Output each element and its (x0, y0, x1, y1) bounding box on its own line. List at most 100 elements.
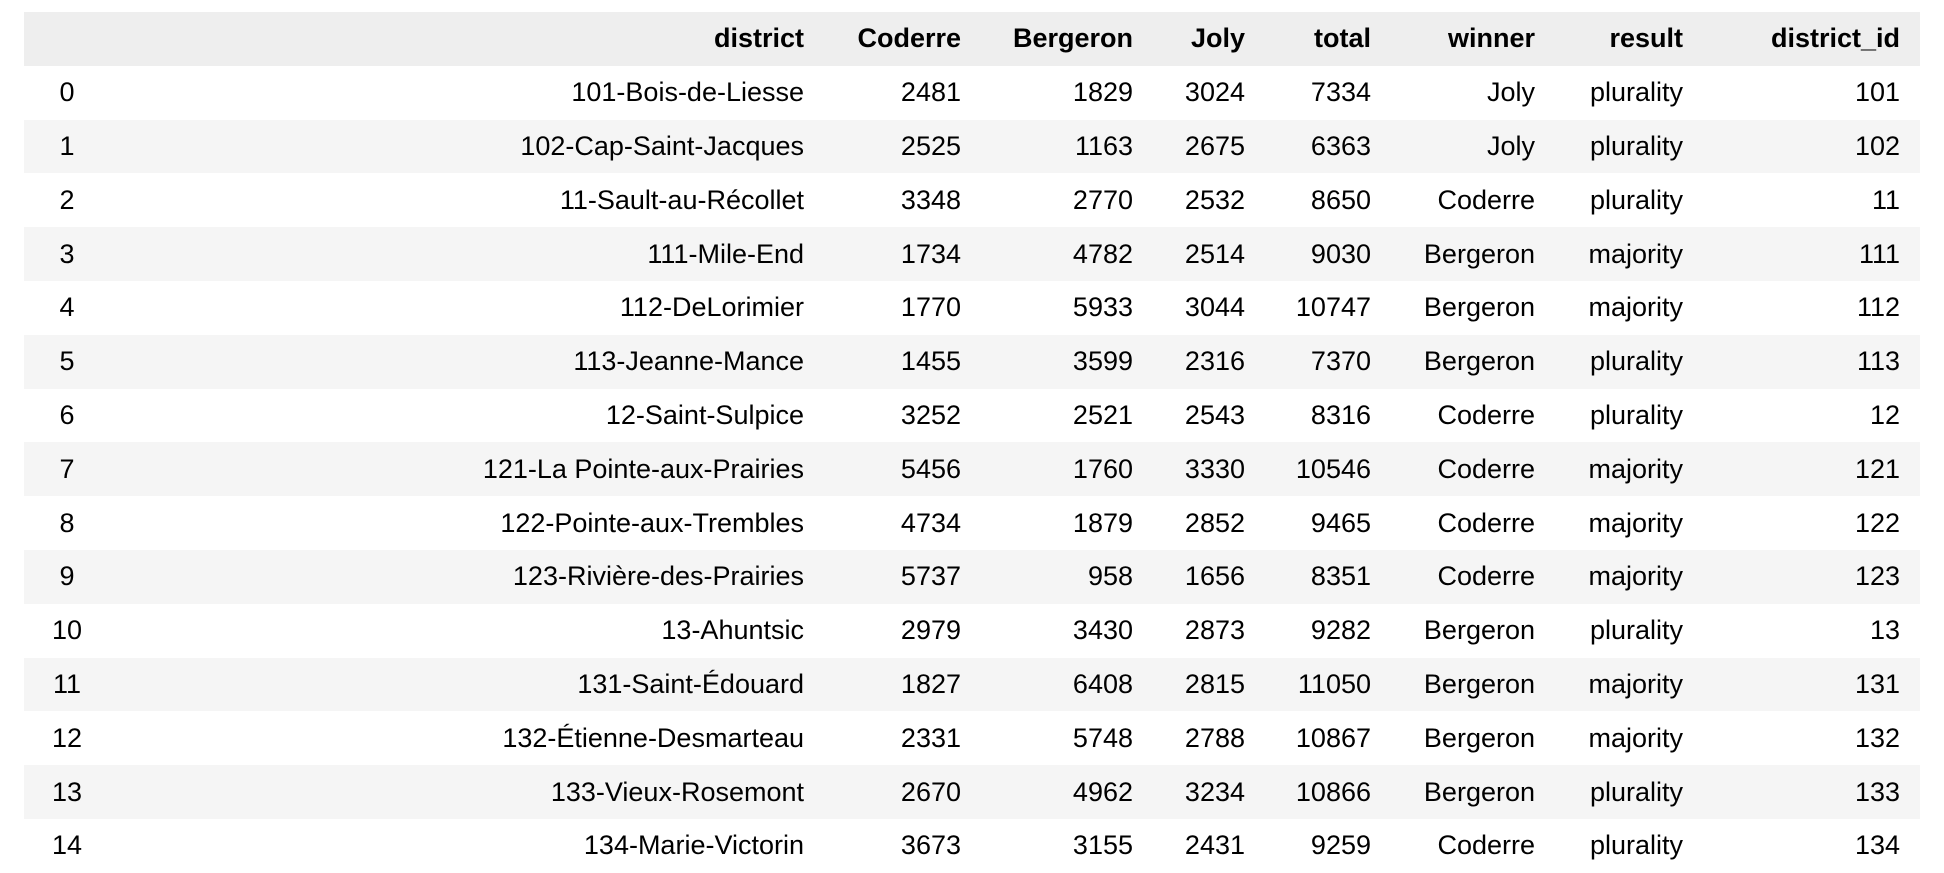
district-cell: 121-La Pointe-aux-Prairies (482, 453, 804, 484)
district-id-cell: 121 (1854, 453, 1900, 484)
table-body: 0 101-Bois-de-Liesse 2481 1829 3024 7334 Joly p… (24, 65, 1920, 873)
district-cell: 111-Mile-End (647, 238, 804, 269)
bergeron-cell: 958 (1087, 561, 1133, 592)
district-cell: 112-DeLorimier (619, 292, 804, 323)
result-cell: plurality (1589, 399, 1683, 430)
winner-cell: Coderre (1437, 453, 1535, 484)
bergeron-cell: 3599 (1072, 346, 1133, 377)
result-cell: plurality (1589, 130, 1683, 161)
bergeron-cell: 6408 (1072, 668, 1133, 699)
bergeron-cell: 1163 (1074, 130, 1133, 161)
table-row: 1 102-Cap-Saint-Jacques 2525 1163 2675 6363 Jo… (24, 119, 1920, 174)
district-id-cell: 101 (1854, 77, 1900, 108)
row-index: 1 (59, 130, 75, 161)
winner-cell: Bergeron (1423, 668, 1535, 699)
total-cell: 6363 (1310, 130, 1371, 161)
table-row: 2 11-Sault-au-Récollet 3348 2770 2532 8650 Cod… (24, 173, 1920, 228)
winner-cell: Coderre (1437, 184, 1535, 215)
row-index: 5 (59, 346, 75, 377)
joly-cell: 2316 (1184, 346, 1245, 377)
joly-cell: 2532 (1184, 184, 1245, 215)
header-winner: winner (1447, 23, 1535, 54)
header-index (24, 12, 110, 66)
result-cell: plurality (1589, 346, 1683, 377)
result-cell: majority (1588, 561, 1683, 592)
total-cell: 9259 (1310, 830, 1371, 861)
joly-cell: 2514 (1184, 238, 1245, 269)
row-index: 8 (59, 507, 75, 538)
row-index: 2 (59, 184, 75, 215)
coderre-cell: 2331 (900, 722, 961, 753)
joly-cell: 2431 (1184, 830, 1245, 861)
bergeron-cell: 3155 (1072, 830, 1133, 861)
winner-cell: Coderre (1437, 507, 1535, 538)
district-cell: 11-Sault-au-Récollet (559, 184, 804, 215)
total-cell: 7334 (1310, 77, 1371, 108)
district-id-cell: 113 (1856, 346, 1900, 377)
row-index: 12 (51, 722, 83, 753)
total-cell: 11050 (1297, 668, 1371, 699)
header-result: result (1609, 23, 1683, 54)
district-id-cell: 131 (1854, 668, 1900, 699)
total-cell: 9465 (1310, 507, 1371, 538)
district-cell: 13-Ahuntsic (661, 615, 804, 646)
district-cell: 123-Rivière-des-Prairies (512, 561, 804, 592)
winner-cell: Coderre (1437, 830, 1535, 861)
header-total: total (1314, 23, 1371, 54)
district-id-cell: 13 (1869, 615, 1900, 646)
joly-cell: 2852 (1184, 507, 1245, 538)
joly-cell: 3330 (1184, 453, 1245, 484)
district-cell: 101-Bois-de-Liesse (571, 77, 804, 108)
joly-cell: 1656 (1184, 561, 1245, 592)
header-district: district (713, 23, 804, 54)
row-index: 13 (51, 776, 83, 807)
total-cell: 10867 (1295, 722, 1371, 753)
district-cell: 132-Étienne-Desmarteau (502, 722, 804, 753)
joly-cell: 2873 (1184, 615, 1245, 646)
total-cell: 7370 (1310, 346, 1371, 377)
winner-cell: Bergeron (1423, 722, 1535, 753)
bergeron-cell: 2521 (1072, 399, 1133, 430)
table-row: 12 132-Étienne-Desmarteau 2331 5748 2788 1086… (24, 711, 1920, 766)
table-row: 0 101-Bois-de-Liesse 2481 1829 3024 7334 Joly p… (24, 65, 1920, 120)
row-index: 11 (52, 668, 82, 699)
total-cell: 9030 (1310, 238, 1371, 269)
table-row: 13 133-Vieux-Rosemont 2670 4962 3234 10866 Ber… (24, 765, 1920, 819)
winner-cell: Joly (1486, 77, 1535, 108)
total-cell: 8316 (1310, 399, 1371, 430)
coderre-cell: 1827 (900, 668, 961, 699)
row-index: 7 (59, 453, 75, 484)
district-cell: 131-Saint-Édouard (577, 668, 804, 699)
table-header: district Coderre Bergeron Joly total win… (24, 12, 1920, 66)
bergeron-cell: 5748 (1072, 722, 1133, 753)
district-id-cell: 134 (1854, 830, 1900, 861)
table-row: 11 131-Saint-Édouard 1827 6408 2815 11050 Berg… (24, 657, 1920, 712)
header-bergeron: Bergeron (1012, 23, 1133, 54)
district-cell: 134-Marie-Victorin (583, 830, 804, 861)
header-joly: Joly (1190, 23, 1245, 54)
bergeron-cell: 4962 (1072, 776, 1133, 807)
bergeron-cell: 2770 (1072, 184, 1133, 215)
row-index: 9 (59, 561, 75, 592)
winner-cell: Coderre (1437, 399, 1535, 430)
district-id-cell: 11 (1871, 184, 1900, 215)
district-id-cell: 12 (1869, 399, 1900, 430)
result-cell: plurality (1589, 184, 1683, 215)
coderre-cell: 4734 (900, 507, 961, 538)
total-cell: 8650 (1310, 184, 1371, 215)
row-index: 10 (51, 615, 83, 646)
winner-cell: Coderre (1437, 561, 1535, 592)
table-row: 4 112-DeLorimier 1770 5933 3044 10747 Bergeron… (24, 280, 1920, 335)
coderre-cell: 2481 (900, 77, 961, 108)
bergeron-cell: 3430 (1072, 615, 1133, 646)
total-cell: 8351 (1310, 561, 1371, 592)
district-cell: 133-Vieux-Rosemont (550, 776, 804, 807)
header-district-id: district_id (1770, 23, 1900, 54)
row-index: 6 (59, 399, 75, 430)
table-row: 6 12-Saint-Sulpice 3252 2521 2543 8316 Coderre… (24, 388, 1920, 443)
table-row: 3 111-Mile-End 1734 4782 2514 9030 Bergeron maj… (24, 227, 1920, 281)
joly-cell: 3234 (1184, 776, 1245, 807)
table-row: 10 13-Ahuntsic 2979 3430 2873 9282 Bergeron plu… (24, 603, 1920, 658)
district-id-cell: 102 (1854, 130, 1900, 161)
result-cell: plurality (1589, 830, 1683, 861)
